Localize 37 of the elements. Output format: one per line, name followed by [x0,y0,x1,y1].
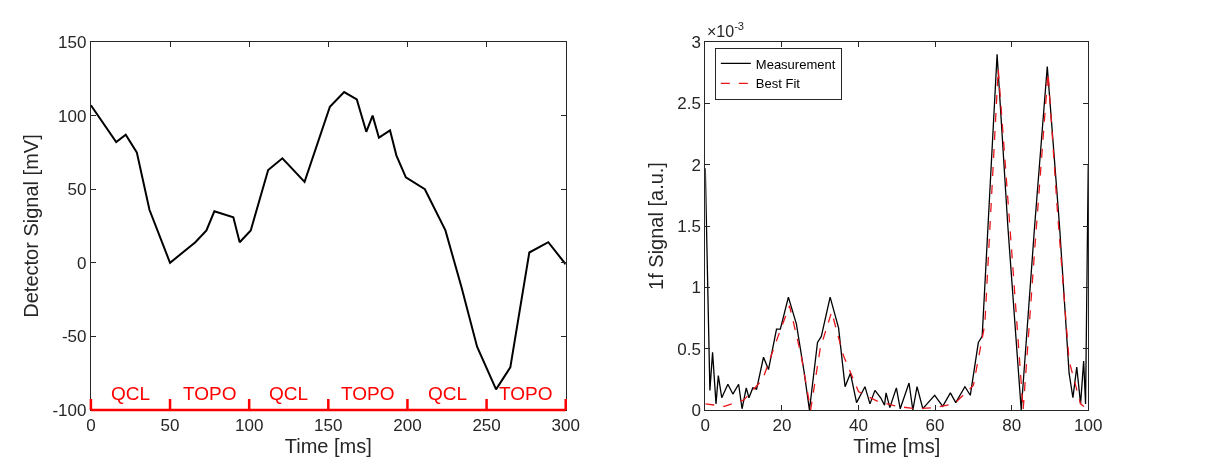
annotation: QCL [428,383,468,404]
x-tick-label: 250 [472,416,501,436]
y-axis-title: Detector Signal [mV] [19,134,42,318]
x-tick-label: 80 [1002,416,1022,436]
annotation: TOPO [341,383,395,404]
y-tick-label: -100 [52,400,87,420]
x-tick-label: 60 [925,416,945,436]
y-tick-label: 2.5 [677,94,701,114]
text: ×10$^{-3}$ [707,20,745,40]
x-tick-label: 100 [1074,416,1103,436]
y-tick-label: 2 [691,155,701,175]
x-axis-title: Time [ms] [284,435,372,458]
x-tick-label: 50 [160,416,180,436]
y-tick-label: 0 [77,253,87,273]
x-tick-label: 20 [772,416,792,436]
y-tick-label: 1.5 [677,216,701,236]
annotation: QCL [269,383,309,404]
y-tick-label: 100 [58,106,87,126]
legend-label: Best Fit [755,76,801,92]
x-tick-label: 40 [849,416,868,436]
legend-label: Measurement [755,56,836,72]
y-tick-label: 150 [58,32,87,52]
y-tick-label: 0 [691,400,701,420]
y-tick-label: 0.5 [677,339,701,359]
y-tick-label: 1 [691,278,701,298]
x-tick-label: 200 [393,416,422,436]
annotation: TOPO [183,383,237,404]
x-tick-label: 100 [234,416,264,436]
y-axis-title: 1f Signal [a.u.] [644,162,667,290]
x-tick-label: 150 [314,416,343,436]
x-axis-title: Time [ms] [853,435,941,458]
y-tick-label: 50 [67,180,87,200]
y-tick-label: -50 [61,327,87,347]
annotation: QCL [111,383,151,404]
annotation: TOPO [499,383,553,404]
y-tick-label: 3 [691,32,701,52]
x-tick-label: 300 [551,416,580,436]
